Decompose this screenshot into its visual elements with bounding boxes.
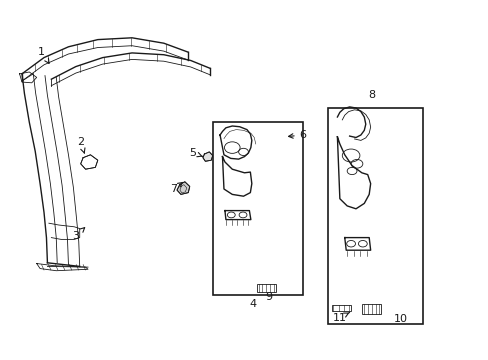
Bar — [256, 284, 276, 292]
Bar — [327, 108, 422, 324]
Polygon shape — [203, 152, 212, 161]
Text: 8: 8 — [367, 90, 374, 100]
Text: 3: 3 — [72, 228, 84, 241]
Bar — [361, 304, 381, 314]
Polygon shape — [81, 155, 98, 169]
Bar — [331, 305, 350, 311]
Text: 4: 4 — [249, 299, 256, 309]
Text: 2: 2 — [77, 137, 85, 153]
Text: 10: 10 — [393, 314, 407, 324]
Text: 9: 9 — [265, 292, 272, 302]
Bar — [212, 122, 303, 295]
Polygon shape — [177, 182, 189, 194]
Text: 5: 5 — [189, 148, 202, 158]
Text: 1: 1 — [38, 47, 49, 63]
Text: 6: 6 — [288, 130, 306, 140]
Text: 7: 7 — [170, 183, 182, 194]
Text: 11: 11 — [332, 312, 349, 323]
